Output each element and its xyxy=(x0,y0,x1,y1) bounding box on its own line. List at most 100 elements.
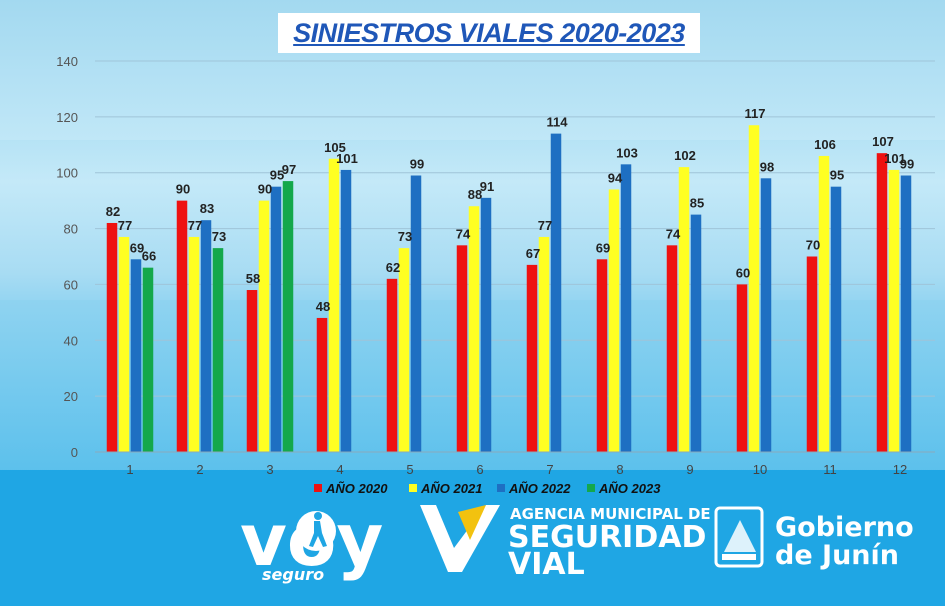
walking-person-icon xyxy=(296,511,336,551)
bar xyxy=(282,181,294,453)
data-label: 107 xyxy=(872,134,894,149)
bar xyxy=(258,200,270,452)
data-label: 77 xyxy=(538,218,552,233)
data-label: 74 xyxy=(456,226,471,241)
bar xyxy=(620,164,632,453)
bar xyxy=(550,133,562,452)
x-tick-label: 8 xyxy=(616,462,623,477)
y-tick-label: 20 xyxy=(64,389,78,404)
bar xyxy=(818,155,830,452)
bar xyxy=(888,169,900,452)
bar xyxy=(468,206,480,452)
x-axis: 1 2 3 4 5 6 7 8 9 10 11 12 xyxy=(95,451,935,477)
data-label: 90 xyxy=(176,182,190,197)
bar xyxy=(678,167,690,452)
data-label: 114 xyxy=(547,115,569,130)
coat-of-arms-icon xyxy=(714,506,764,568)
x-tick-label: 4 xyxy=(336,462,343,477)
bar xyxy=(830,186,842,452)
gov-line2: de Junín xyxy=(775,540,899,571)
data-label: 85 xyxy=(690,196,704,211)
bars xyxy=(106,125,912,453)
data-label: 67 xyxy=(526,246,540,261)
legend-swatch xyxy=(587,484,595,492)
data-label: 94 xyxy=(608,170,623,185)
y-tick-label: 0 xyxy=(71,445,78,460)
x-tick-label: 1 xyxy=(126,462,133,477)
bar xyxy=(806,256,818,452)
x-tick-label: 12 xyxy=(893,462,907,477)
bar xyxy=(176,200,188,452)
agencia-seguridad-vial-logo: AGENCIA MUNICIPAL DE SEGURIDAD VIAL xyxy=(420,505,711,582)
data-label: 66 xyxy=(142,249,156,264)
data-label: 70 xyxy=(806,238,820,253)
data-label: 117 xyxy=(745,106,766,121)
x-tick-label: 10 xyxy=(753,462,767,477)
bar xyxy=(480,197,492,452)
data-label: 101 xyxy=(336,151,358,166)
bar xyxy=(142,267,154,452)
bar xyxy=(270,186,282,452)
legend-label: AÑO 2023 xyxy=(598,481,661,496)
chart-title: SINIESTROS VIALES 2020-2023 xyxy=(278,13,700,53)
data-label: 60 xyxy=(736,265,750,280)
data-label: 69 xyxy=(596,240,610,255)
data-label: 98 xyxy=(760,159,774,174)
x-tick-label: 9 xyxy=(686,462,693,477)
legend-swatch xyxy=(497,484,505,492)
bar xyxy=(538,236,550,452)
data-label: 105 xyxy=(324,140,346,155)
bar xyxy=(188,236,200,452)
bar xyxy=(398,248,410,452)
legend-swatch xyxy=(314,484,322,492)
v-mark-accent xyxy=(458,505,486,540)
x-tick-label: 7 xyxy=(546,462,553,477)
data-label: 99 xyxy=(410,157,424,172)
bar xyxy=(526,264,538,452)
x-tick-label: 11 xyxy=(823,462,837,477)
bar xyxy=(760,178,772,453)
data-label: 73 xyxy=(398,229,412,244)
data-label: 91 xyxy=(480,179,494,194)
legend: AÑO 2020 AÑO 2021 AÑO 2022 AÑO 2023 xyxy=(314,481,661,496)
bar xyxy=(410,175,422,452)
data-labels: 8277696690778373589095974810510162739974… xyxy=(106,106,914,314)
bar xyxy=(200,220,212,452)
agency-line1: AGENCIA MUNICIPAL DE xyxy=(510,505,711,523)
gridlines xyxy=(95,60,935,453)
data-label: 95 xyxy=(830,168,844,183)
legend-label: AÑO 2020 xyxy=(325,481,388,496)
y-tick-label: 100 xyxy=(56,166,78,181)
y-tick-label: 140 xyxy=(56,54,78,69)
bar xyxy=(212,248,224,452)
seguro-logo-text: seguro xyxy=(262,565,324,584)
data-label: 106 xyxy=(814,137,836,152)
voy-seguro-logo: voy seguro xyxy=(240,498,383,584)
data-label: 74 xyxy=(666,226,681,241)
y-axis: 0 20 40 60 80 100 120 140 xyxy=(56,54,78,460)
x-tick-label: 3 xyxy=(266,462,273,477)
bar xyxy=(106,222,118,452)
x-tick-label: 5 xyxy=(406,462,413,477)
data-label: 101 xyxy=(884,151,906,166)
y-tick-label: 80 xyxy=(64,222,78,237)
data-label: 77 xyxy=(188,218,202,233)
bar xyxy=(736,284,748,452)
data-label: 82 xyxy=(106,204,120,219)
bar xyxy=(246,290,258,452)
bar xyxy=(328,158,340,452)
data-label: 95 xyxy=(270,168,284,183)
data-label: 58 xyxy=(246,271,260,286)
v-mark-icon xyxy=(420,505,500,572)
legend-label: AÑO 2022 xyxy=(508,481,571,496)
bar xyxy=(456,245,468,452)
y-tick-label: 120 xyxy=(56,110,78,125)
data-label: 69 xyxy=(130,240,144,255)
data-label: 48 xyxy=(316,299,330,314)
data-label: 102 xyxy=(674,148,696,163)
gobierno-junin-logo: Gobierno de Junín xyxy=(714,506,914,571)
y-tick-label: 60 xyxy=(64,277,78,292)
data-label: 88 xyxy=(468,187,482,202)
